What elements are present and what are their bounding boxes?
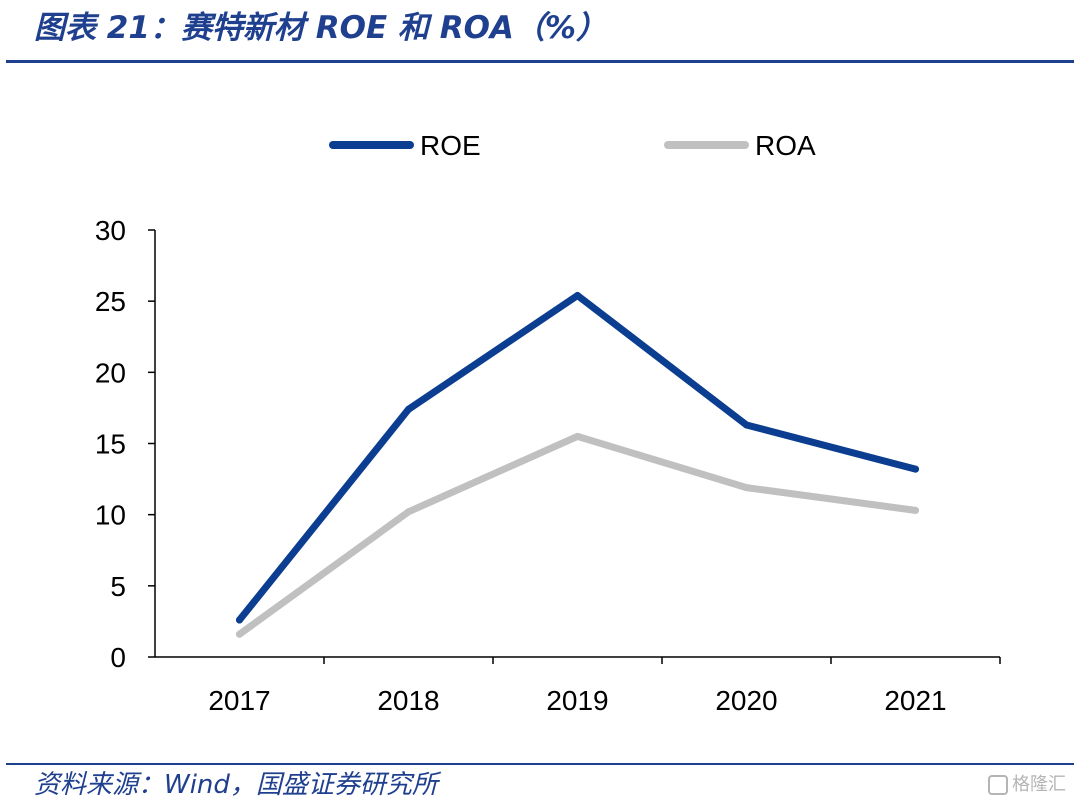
chart-series [236, 291, 919, 638]
data-point-roe [405, 405, 412, 413]
x-tick-label: 2018 [377, 685, 439, 716]
x-tick-label: 2021 [884, 685, 946, 716]
y-tick-label: 15 [95, 429, 126, 460]
chart-title: 图表 21：赛特新材 ROE 和 ROA（%） [34, 10, 607, 46]
legend-label-roa: ROA [755, 130, 816, 161]
data-point-roa [574, 432, 581, 440]
data-point-roe [574, 291, 581, 299]
x-tick-label: 2017 [208, 685, 270, 716]
data-point-roa [236, 630, 243, 638]
line-chart: ROE ROA 0 5 10 15 20 25 30 2017 2018 2019 2020 202… [95, 130, 1001, 716]
data-point-roe [743, 421, 750, 429]
x-tick-label: 2020 [715, 685, 777, 716]
y-tick-label: 20 [95, 357, 126, 388]
data-point-roa [405, 508, 412, 516]
data-point-roe [912, 465, 919, 473]
source-divider [6, 763, 1074, 765]
series-line-roe [236, 291, 919, 624]
data-point-roa [912, 506, 919, 514]
y-tick-label: 25 [95, 286, 126, 317]
y-axis-ticks: 0 5 10 15 20 25 30 [95, 215, 155, 673]
y-tick-label: 0 [110, 642, 126, 673]
watermark: 格隆汇 [988, 772, 1066, 798]
series-line-roa [236, 432, 919, 638]
source-note: 资料来源：Wind，国盛证券研究所 [34, 770, 438, 800]
data-point-roa [743, 484, 750, 492]
watermark-text: 格隆汇 [1012, 774, 1066, 795]
chart-legend: ROE ROA [329, 130, 816, 161]
data-point-roe [236, 616, 243, 624]
y-tick-label: 10 [95, 500, 126, 531]
x-tick-label: 2019 [546, 685, 608, 716]
y-tick-label: 30 [95, 215, 126, 246]
legend-label-roe: ROE [420, 130, 481, 161]
y-tick-label: 5 [110, 571, 126, 602]
x-axis-ticks: 2017 2018 2019 2020 2021 [208, 657, 1001, 716]
title-divider [6, 60, 1074, 63]
watermark-logo-icon [988, 775, 1008, 795]
